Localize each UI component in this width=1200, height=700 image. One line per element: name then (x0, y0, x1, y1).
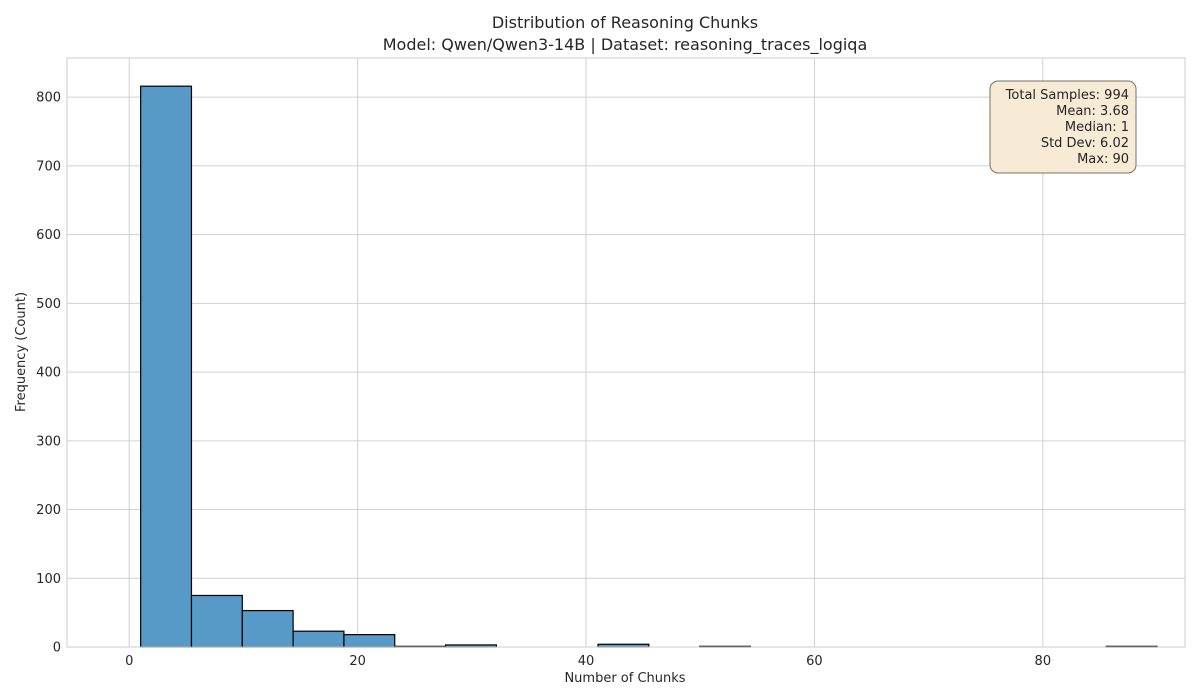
stats-max: Max: 90 (1077, 152, 1129, 167)
stats-std-dev: Std Dev: 6.02 (1041, 136, 1129, 151)
histogram-bar (140, 85, 193, 648)
y-tick-label: 400 (36, 366, 61, 381)
y-tick-label: 800 (36, 91, 61, 106)
stats-annotation-box: Total Samples: 994 Mean: 3.68 Median: 1 … (989, 80, 1137, 174)
y-tick-label: 0 (53, 641, 61, 656)
y-tick-label: 700 (36, 159, 61, 174)
bars-layer (140, 85, 1158, 648)
x-tick-label: 40 (578, 654, 595, 669)
x-tick-label: 20 (349, 654, 366, 669)
histogram-bar (343, 634, 396, 648)
chart-subtitle: Model: Qwen/Qwen3-14B | Dataset: reasoni… (383, 35, 868, 55)
x-tick-label: 0 (125, 654, 133, 669)
plot-frame (66, 57, 1186, 648)
x-tick-label: 60 (806, 654, 823, 669)
stats-mean: Mean: 3.68 (1056, 104, 1129, 119)
histogram-bar (241, 609, 294, 648)
y-tick-label: 200 (36, 503, 61, 518)
x-axis-label: Number of Chunks (564, 671, 685, 686)
histogram-bar (190, 594, 243, 648)
chart-title: Distribution of Reasoning Chunks (492, 13, 758, 32)
histogram-bar (292, 630, 345, 648)
stats-annotation-background (989, 80, 1137, 174)
y-axis-label: Frequency (Count) (14, 292, 29, 412)
x-tick-label: 80 (1035, 654, 1052, 669)
y-tick-label: 300 (36, 434, 61, 449)
y-tick-label: 100 (36, 572, 61, 587)
frame-layer (66, 57, 1186, 648)
y-tick-label: 600 (36, 228, 61, 243)
stats-total-samples: Total Samples: 994 (1005, 88, 1129, 103)
y-tick-label: 500 (36, 297, 61, 312)
stats-median: Median: 1 (1065, 120, 1129, 135)
